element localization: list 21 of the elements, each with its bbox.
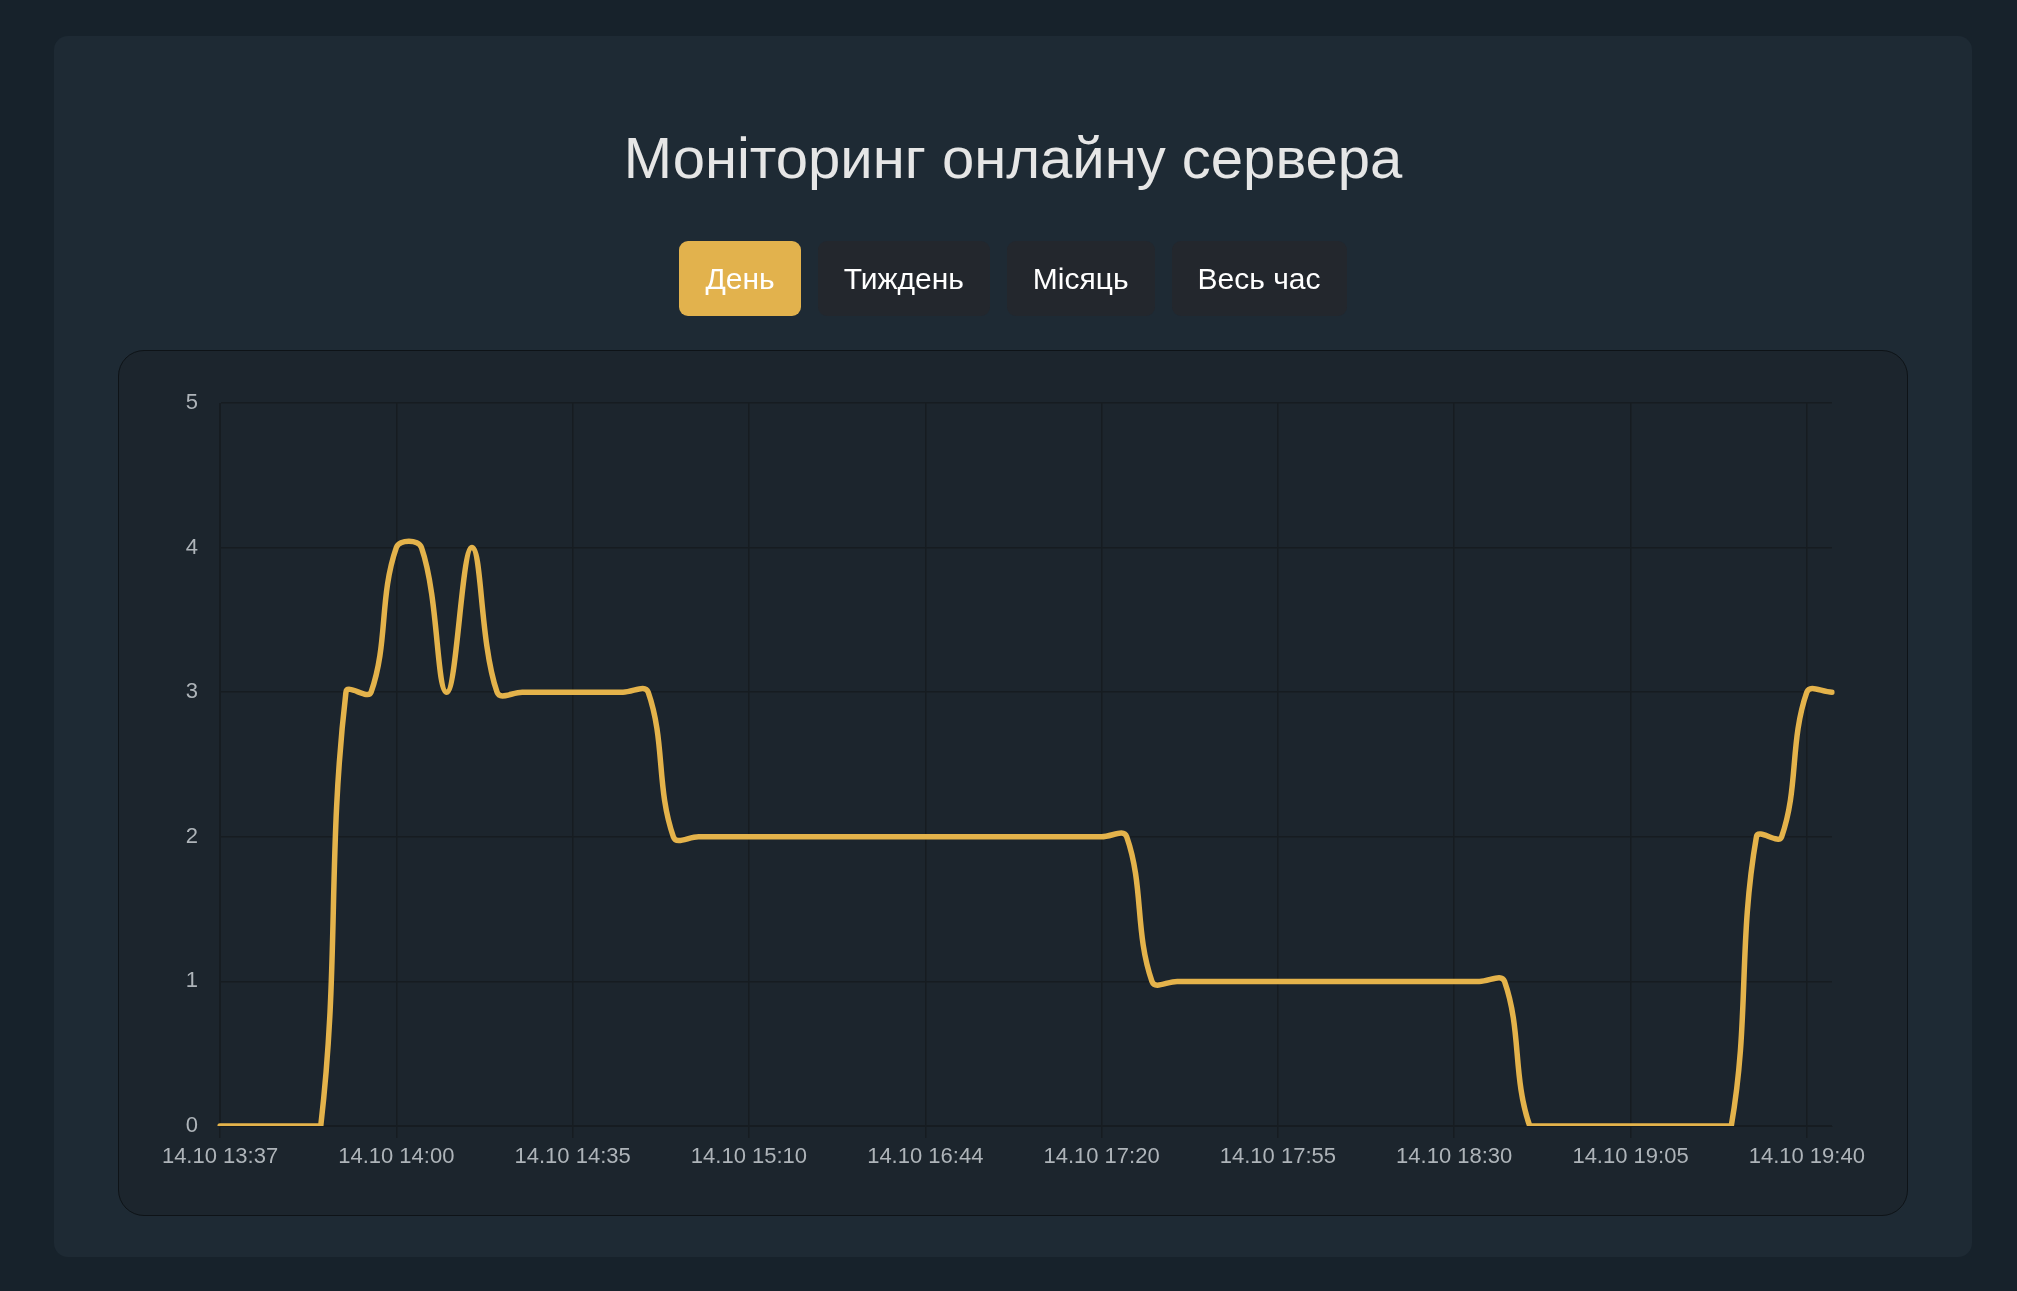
period-button: Весь час — [1171, 241, 1347, 316]
x-tick-label: 14.10 15:10 — [690, 1143, 808, 1169]
x-tick-label: 14.10 17:20 — [1043, 1143, 1160, 1169]
period-button: Тиждень — [817, 241, 990, 316]
x-tick-label: 14.10 16:44 — [867, 1143, 984, 1169]
y-tick-label: 0 — [185, 1112, 198, 1138]
y-tick-label: 5 — [185, 389, 198, 415]
x-tick-label: 14.10 13:37 — [161, 1143, 279, 1169]
x-tick-label: 14.10 19:40 — [1748, 1143, 1865, 1169]
y-tick-label: 3 — [185, 678, 198, 704]
x-tick-label: 14.10 18:30 — [1396, 1143, 1513, 1169]
period-button: День — [679, 241, 801, 316]
x-tick-label: 14.10 17:55 — [1219, 1143, 1336, 1169]
chart-title: Моніторинг онлайну сервера — [622, 125, 1404, 191]
y-tick-label: 4 — [185, 533, 198, 559]
x-tick-label: 14.10 19:05 — [1572, 1143, 1689, 1169]
period-button: Місяць — [1006, 241, 1155, 316]
x-tick-label: 14.10 14:00 — [338, 1143, 455, 1169]
y-tick-label: 1 — [185, 967, 198, 993]
y-tick-label: 2 — [185, 822, 198, 848]
x-tick-label: 14.10 14:35 — [514, 1143, 631, 1169]
